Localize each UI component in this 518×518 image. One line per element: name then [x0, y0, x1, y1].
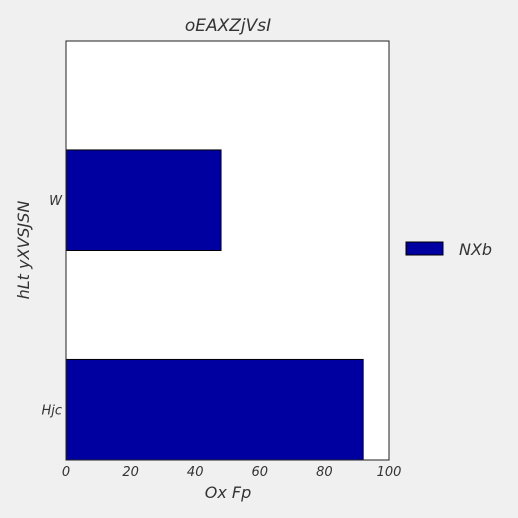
x-ticks: 0 20 40 60 80 100: [62, 465, 402, 480]
x-tick-label: 100: [377, 465, 402, 480]
y-tick-label: Hjc: [41, 404, 62, 419]
y-axis-label: hLt yXVSJSN: [14, 201, 33, 300]
x-tick-label: 80: [316, 465, 333, 480]
legend-label: NXb: [459, 240, 492, 259]
plot-frame: [65, 40, 390, 461]
legend-swatch: [405, 241, 444, 256]
bar-hjc: [65, 358, 364, 461]
bar-w: [65, 149, 222, 251]
y-ticks: Hjc W: [41, 194, 63, 419]
y-tick-label: W: [49, 194, 63, 209]
x-tick-label: 40: [187, 465, 204, 480]
x-tick-label: 0: [62, 465, 70, 480]
legend: NXb: [405, 240, 492, 259]
x-tick-label: 20: [122, 465, 139, 480]
x-tick-label: 60: [252, 465, 269, 480]
x-axis-label: Ox Fp: [205, 483, 252, 502]
bars-group: [65, 149, 364, 461]
chart-title: oEAXZjVsI: [185, 16, 271, 36]
